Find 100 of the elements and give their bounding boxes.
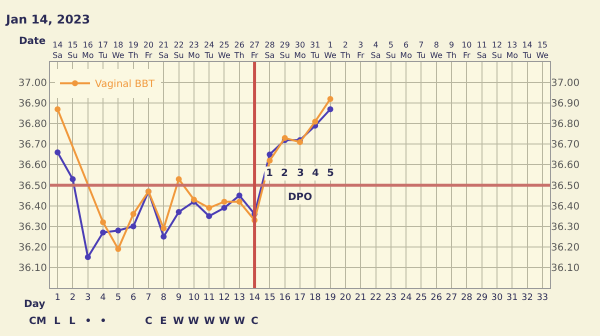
x-tick-label: 15 Su bbox=[68, 40, 78, 60]
x-tick-label: 23 Mo bbox=[188, 40, 200, 60]
y2-tick-label: 36.80 bbox=[551, 119, 580, 130]
x-tick-label: 8 We bbox=[430, 40, 443, 60]
x2-tick-label: 29 bbox=[476, 292, 488, 303]
point bbox=[236, 192, 242, 199]
text: W bbox=[173, 316, 184, 327]
y2-tick-label: 36.10 bbox=[551, 262, 580, 274]
point bbox=[206, 204, 212, 211]
y-tick-label: 36.30 bbox=[18, 222, 47, 233]
x-tick-label: 5 Su bbox=[386, 40, 396, 60]
x2-tick-label: 1 bbox=[54, 292, 60, 303]
point bbox=[54, 106, 61, 112]
x2-tick-label: 19 bbox=[324, 292, 336, 303]
x-tick-label: 14 Sa bbox=[52, 40, 63, 60]
x2-tick-label: 21 bbox=[354, 292, 366, 303]
x2-tick-label: 4 bbox=[100, 292, 106, 303]
x2-tick-label: 22 bbox=[370, 292, 382, 303]
annotation: 4 bbox=[312, 168, 319, 179]
point bbox=[266, 158, 273, 164]
text: • bbox=[85, 316, 92, 327]
x2-tick-label: 26 bbox=[430, 292, 442, 303]
point bbox=[206, 213, 212, 220]
x-tick-label: 18 We bbox=[112, 40, 124, 60]
x2-tick-label: 20 bbox=[340, 292, 352, 303]
x-tick-label: 27 Fr bbox=[249, 40, 260, 60]
x-tick-label: 10 Fr bbox=[462, 40, 472, 60]
x-tick-label: 12 Su bbox=[492, 40, 502, 60]
x-tick-label: 15 We bbox=[536, 40, 549, 60]
x2-tick-label: 11 bbox=[203, 292, 215, 303]
x2-tick-label: 13 bbox=[234, 292, 246, 303]
annotation: 1 bbox=[266, 168, 273, 179]
point bbox=[100, 230, 106, 236]
point bbox=[221, 204, 228, 211]
annotation: 5 bbox=[327, 168, 334, 179]
y2-tick-label: 37.00 bbox=[551, 78, 580, 90]
x2-tick-label: 2 bbox=[70, 292, 76, 303]
x-tick-label: 6 Mo bbox=[400, 40, 412, 60]
x2-tick-label: 32 bbox=[522, 292, 533, 303]
x-tick-label: 7 Tu bbox=[416, 40, 426, 60]
point bbox=[130, 223, 136, 230]
y-tick-label: 36.50 bbox=[18, 180, 47, 192]
x2-tick-label: 15 bbox=[264, 292, 276, 303]
x2-tick-label: 31 bbox=[506, 292, 518, 303]
x-tick-label: 14 Tu bbox=[522, 40, 532, 60]
point bbox=[100, 219, 106, 226]
x2-tick-label: 8 bbox=[160, 292, 167, 303]
y-tick-label: 36.80 bbox=[18, 119, 47, 130]
y2-tick-label: 36.40 bbox=[551, 201, 580, 212]
point bbox=[115, 246, 122, 252]
text: L bbox=[69, 316, 76, 327]
point bbox=[236, 198, 242, 205]
y-tick-label: 36.90 bbox=[18, 98, 47, 110]
y-tick-label: 36.40 bbox=[18, 201, 47, 212]
y2-tick-label: 36.70 bbox=[551, 140, 580, 151]
x-axis-title: Date bbox=[19, 36, 46, 47]
point bbox=[54, 149, 61, 156]
legend-label: Vaginal BBT bbox=[95, 79, 156, 90]
x2-tick-label: 5 bbox=[115, 292, 122, 303]
x-tick-label: 1 We bbox=[324, 40, 337, 60]
y-tick-label: 36.20 bbox=[18, 242, 47, 254]
x2-tick-label: 30 bbox=[491, 292, 503, 303]
text: C bbox=[145, 316, 152, 327]
x-tick-label: 20 Fr bbox=[143, 40, 154, 60]
text: CM bbox=[29, 316, 46, 327]
y-tick-label: 36.70 bbox=[18, 140, 47, 151]
x2-tick-label: 9 bbox=[176, 292, 182, 303]
y2-tick-label: 36.60 bbox=[551, 160, 580, 172]
point bbox=[84, 254, 91, 260]
x2-tick-label: 12 bbox=[218, 292, 230, 303]
x2-tick-label: 6 bbox=[130, 292, 136, 303]
point bbox=[176, 208, 182, 215]
y2-tick-label: 36.50 bbox=[551, 180, 580, 192]
point bbox=[160, 234, 167, 240]
x-tick-label: 30 Mo bbox=[294, 40, 306, 60]
x2-tick-label: 10 bbox=[188, 292, 200, 303]
text: • bbox=[100, 316, 106, 327]
x-tick-label: 3 Fr bbox=[356, 40, 365, 60]
point bbox=[312, 118, 318, 125]
point bbox=[221, 198, 228, 205]
x-tick-label: 9 Th bbox=[446, 40, 457, 60]
point bbox=[115, 227, 122, 234]
text: W bbox=[234, 316, 246, 327]
point bbox=[266, 151, 273, 158]
y2-tick-label: 36.90 bbox=[551, 98, 580, 110]
x2-tick-label: 28 bbox=[460, 292, 473, 303]
point bbox=[327, 106, 334, 112]
point bbox=[130, 211, 136, 218]
y-tick-label: 36.10 bbox=[18, 262, 47, 274]
annotation: 2 bbox=[281, 168, 288, 179]
x-tick-label: 19 Th bbox=[127, 40, 138, 60]
x2-tick-label: 16 bbox=[279, 292, 291, 303]
annotation: DPO bbox=[288, 192, 312, 203]
x2-tick-label: 18 bbox=[309, 292, 322, 303]
x-tick-label: 13 Mo bbox=[506, 40, 518, 60]
text: C bbox=[251, 316, 258, 327]
x-tick-label: 11 Sa bbox=[476, 40, 487, 60]
point bbox=[176, 176, 182, 182]
annotation: 3 bbox=[297, 168, 304, 179]
x-tick-label: 25 We bbox=[218, 40, 230, 60]
